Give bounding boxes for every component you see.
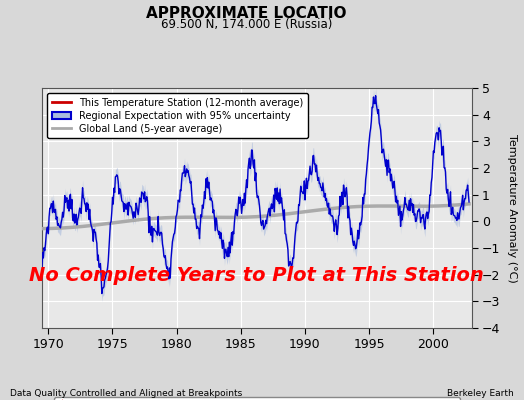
Legend: Station Move, Record Gap, Time of Obs. Change, Empirical Break: Station Move, Record Gap, Time of Obs. C…: [53, 396, 460, 400]
Text: No Complete Years to Plot at This Station: No Complete Years to Plot at This Statio…: [29, 266, 484, 285]
Text: 69.500 N, 174.000 E (Russia): 69.500 N, 174.000 E (Russia): [160, 18, 332, 31]
Text: Data Quality Controlled and Aligned at Breakpoints: Data Quality Controlled and Aligned at B…: [10, 389, 243, 398]
Y-axis label: Temperature Anomaly (°C): Temperature Anomaly (°C): [507, 134, 517, 282]
Text: Berkeley Earth: Berkeley Earth: [447, 389, 514, 398]
Text: APPROXIMATE LOCATIO: APPROXIMATE LOCATIO: [146, 6, 346, 21]
